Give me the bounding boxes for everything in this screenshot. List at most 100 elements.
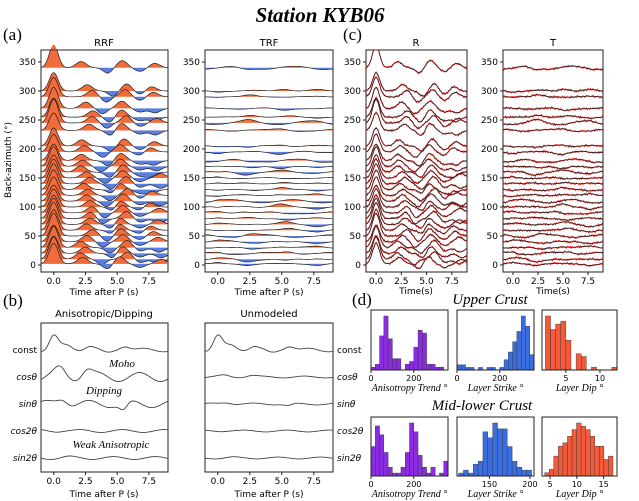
t-trace [502, 88, 604, 93]
hist-2-bar [555, 323, 561, 371]
t-trace [503, 128, 603, 132]
hist-4-bar [526, 469, 532, 477]
hist-2-bar [545, 315, 551, 371]
panel-d-label: (d) [352, 290, 372, 309]
r-trace [365, 86, 468, 115]
hist-0-xtick-label: 0 [368, 374, 373, 383]
hist-2-bar [550, 329, 556, 371]
t-trace [503, 262, 604, 266]
r-trace [365, 154, 467, 178]
hist-3-bar [413, 431, 419, 477]
rrf-negative-fill [41, 178, 168, 184]
t-synthetic-trace [502, 64, 604, 72]
t-ytick-label: 150 [481, 174, 498, 184]
rrf-negative-fill [41, 241, 168, 248]
trf-trace [205, 128, 333, 132]
rrf-trace [40, 127, 169, 152]
trf-trace [204, 199, 334, 204]
anisotropic-dipping-component-trace [40, 455, 169, 460]
hist-5-frame [541, 416, 618, 477]
rrf-trace [40, 72, 168, 97]
hist-0-xlabel: Anisotropy Trend ° [371, 383, 447, 394]
r-trace [365, 146, 468, 173]
panel-b-label: (b) [3, 291, 23, 310]
hist-4-bar [473, 464, 479, 477]
rrf-trace [40, 98, 169, 129]
rrf-positive-fill [41, 72, 168, 91]
unmodeled-component-label: sin2θ [337, 454, 362, 464]
trf-trace [204, 221, 334, 228]
anisotropic-dipping-component-label: cosθ [16, 373, 37, 383]
r-trace [365, 133, 467, 158]
t-synthetic-trace [502, 106, 603, 112]
rrf-title: RRF [94, 38, 114, 49]
trf-trace [205, 210, 333, 215]
hist-1-xtick-label: 200 [492, 374, 507, 383]
hist-5-xtick-label: 10 [572, 480, 582, 489]
trf-trace [204, 169, 334, 176]
trf-trace [204, 94, 334, 98]
r-trace [365, 236, 468, 265]
anisotropic-dipping-xtick-label: 0.0 [47, 477, 62, 487]
r-trace [365, 212, 467, 242]
hist-4-bar [492, 422, 498, 477]
t-trace [503, 165, 603, 170]
t-ytick-label: 50 [487, 232, 499, 242]
r-xlabel: Time(s) [398, 287, 433, 297]
t-synthetic-trace [502, 157, 604, 164]
trf-xtick-label: 0.0 [211, 277, 226, 287]
unmodeled-xtick-label: 2.5 [243, 477, 257, 487]
hist-0-frame [370, 309, 449, 371]
hist-4-xlabel: Layer Strike ° [467, 489, 524, 500]
r-trace [365, 242, 468, 270]
rrf-ytick-label: 200 [19, 145, 36, 155]
rrf-xtick-label: 0.0 [47, 277, 62, 287]
hist-2-frame [541, 309, 618, 371]
hist-4-frame [456, 416, 535, 477]
rrf-trace [40, 146, 169, 173]
hist-0-bar [405, 364, 410, 371]
r-title: R [413, 38, 420, 49]
trf-negative-fill [205, 67, 333, 70]
hist-4-bar [487, 437, 493, 477]
trf-trace [205, 193, 334, 197]
r-trace [365, 194, 468, 219]
r-trace [365, 209, 467, 234]
r-xtick-label: 0.0 [369, 277, 384, 287]
r-ytick-label: 350 [344, 58, 361, 68]
hist-5-bar [549, 469, 554, 477]
rrf-trace [40, 154, 168, 178]
hist-3-xlabel: Anisotropy Trend ° [371, 489, 447, 500]
t-trace [503, 251, 604, 255]
r-trace [365, 201, 468, 229]
t-synthetic-trace [502, 168, 604, 177]
hist-3-bar [375, 425, 380, 477]
trf-xlabel: Time after P (s) [233, 288, 303, 298]
t-trace [503, 114, 604, 119]
t-trace [502, 257, 604, 263]
rrf-ytick-label: 50 [25, 232, 37, 242]
hist-5-bar [590, 436, 595, 477]
rrf-negative-fill [41, 166, 168, 172]
rrf-ytick-label: 250 [19, 116, 36, 126]
t-synthetic-trace [502, 231, 604, 239]
trf-trace [205, 233, 334, 238]
r-xtick-label: 5.0 [419, 277, 434, 287]
trf-trace [204, 88, 334, 93]
unmodeled-frame [204, 322, 334, 473]
t-synthetic-trace [502, 192, 604, 198]
hist-0-bar [392, 358, 397, 371]
hist-4-xtick-label: 200 [522, 480, 537, 489]
t-ytick-label: 0 [492, 261, 498, 271]
t-xtick-label: 7.5 [581, 277, 595, 287]
trf-trace [205, 187, 333, 192]
r-ytick-label: 250 [344, 116, 361, 126]
hist-1-bar [516, 331, 522, 371]
rrf-negative-fill [41, 160, 168, 166]
hist-5-xlabel: Layer Dip ° [555, 489, 603, 500]
rrf-negative-fill [41, 108, 168, 114]
trf-trace [205, 65, 334, 70]
hist-4-bar [497, 428, 503, 477]
hist-1-frame [456, 309, 535, 371]
hist-0-bar [417, 330, 423, 371]
